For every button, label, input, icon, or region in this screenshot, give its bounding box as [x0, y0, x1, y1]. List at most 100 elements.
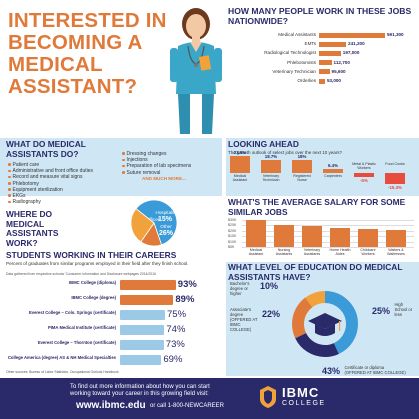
edu-certificate: 43% Certificate or diploma (OFFERED AT I…	[322, 364, 406, 376]
duty-item: Phlebotomy	[8, 181, 118, 187]
edu-bachelor: Bachelor's degree or higher 10%	[230, 281, 279, 296]
salary-section: WHAT'S THE AVERAGE SALARY FOR SOME SIMIL…	[228, 197, 416, 262]
career-value: 75%	[167, 309, 187, 320]
career-value: 73%	[165, 339, 185, 350]
careers-source: Data gathered from respective schools' C…	[6, 272, 156, 276]
ahead-label: Medical Assistant	[232, 174, 248, 182]
bullet-dot-icon	[8, 175, 11, 179]
footer-call[interactable]: or call 1-800-NEWCAREER	[150, 403, 225, 409]
career-bar	[120, 355, 162, 365]
bullet-dot-icon	[8, 182, 11, 185]
ahead-value: -5%	[360, 177, 368, 183]
ibmc-logo-icon	[258, 385, 278, 409]
pie-value: 26%	[159, 230, 174, 237]
jobs-row-bar	[319, 50, 341, 56]
duty-item: Dressing changes	[122, 151, 222, 157]
salary-label: Medical Assistant	[248, 248, 264, 256]
duty-text: Injections	[126, 157, 148, 164]
salary-label: Childcare Workers	[360, 248, 376, 256]
jobs-row-value: 95,600	[331, 68, 346, 74]
footer: To find out more information about how y…	[0, 378, 419, 419]
career-label: College America (degree) AS & NH Medical…	[7, 355, 116, 360]
education-ring	[292, 291, 358, 357]
duty-text: Equipment sterilization	[12, 186, 63, 193]
ahead-chart: 23.6% Medical Assistant 18.7% Veterinary Te…	[228, 150, 416, 195]
jobs-row-label: EMTs	[304, 41, 316, 47]
salary-tick: $10K	[228, 239, 237, 244]
salary-title: WHAT'S THE AVERAGE SALARY FOR SOME SIMIL…	[228, 197, 406, 217]
edu-associate: Associate's degree (OFFERED AT IBMC COLL…	[230, 307, 281, 332]
duty-item: Suture removal	[122, 170, 222, 176]
jobs-row-value: 112,700	[333, 59, 350, 65]
duty-text: Phlebotomy	[12, 180, 39, 187]
bullet-dot-icon	[8, 169, 11, 173]
salary-tick: $30K	[228, 218, 237, 222]
careers-sources: Other sources: Bureau of Labor Statistic…	[6, 370, 119, 374]
duty-text: Record and measure vital signs	[12, 174, 83, 181]
ahead-label: Veterinary Technician	[262, 174, 280, 182]
duty-item: Equipment sterilization	[8, 187, 118, 193]
jobs-row-value: 591,300	[387, 32, 404, 37]
duty-text: Administrative and front office duties	[12, 168, 94, 175]
ahead-bar	[385, 173, 405, 184]
salary-bar	[330, 228, 350, 247]
career-bar	[120, 310, 165, 320]
ahead-label: Metal & Plastic Workers	[352, 162, 376, 170]
bullet-dot-icon	[122, 158, 125, 162]
duty-text: Patient care	[12, 162, 40, 168]
footer-url-link[interactable]: www.ibmc.edu	[76, 400, 146, 411]
ahead-subtitle: The growth outlook of select jobs over t…	[228, 150, 343, 155]
salary-grid	[242, 236, 414, 238]
pie-slice	[135, 199, 178, 246]
salary-grid	[242, 247, 414, 248]
jobs-section: HOW MANY PEOPLE WORK IN THESE JOBS NATIO…	[228, 6, 414, 132]
salary-label: Nursing Assistants	[275, 248, 293, 256]
edu-highschool: 25% High School or less	[372, 302, 413, 318]
career-label: Everest College – Thornton (certificate)	[37, 340, 116, 345]
salary-grid	[242, 225, 414, 227]
jobs-row-label: Radiological Technologist	[264, 50, 316, 56]
where-section: WHERE DO MEDICAL ASSISTANTS WORK? Physic…	[0, 198, 222, 247]
duty-item: Record and measure vital signs	[8, 174, 118, 180]
duties-more: AND MUCH MORE...	[142, 176, 186, 181]
career-value: 69%	[163, 354, 183, 365]
ahead-bar	[354, 173, 374, 177]
career-value: 89%	[175, 294, 195, 305]
salary-label: Waiters & Waitresses	[387, 248, 405, 256]
jobs-row-label: Phlebotomists	[287, 59, 316, 65]
graduation-cap-icon	[306, 311, 344, 344]
salary-grid	[242, 230, 414, 232]
duties-content: WHAT DO MEDICAL ASSISTANTS DO? Patient c…	[6, 139, 222, 205]
ahead-bar	[292, 160, 312, 173]
salary-label: Veterinary Assistants	[303, 248, 321, 256]
jobs-row-bar	[319, 60, 332, 66]
salary-tick: $20K	[228, 228, 237, 233]
jobs-row-bar	[319, 78, 325, 84]
ahead-value: 6.4%	[327, 162, 338, 168]
pie-slice	[130, 208, 155, 243]
ahead-label: Carpenters	[324, 174, 342, 178]
duty-item: Radiography	[8, 199, 118, 205]
career-label: IBMC College (degree)	[71, 295, 116, 300]
bullet-dot-icon	[122, 152, 125, 155]
career-bar	[120, 295, 174, 305]
jobs-row-bar	[319, 41, 347, 47]
career-bar	[120, 325, 165, 335]
career-label: PIMA Medical Institute (certificate)	[47, 325, 116, 330]
education-title: WHAT LEVEL OF EDUCATION DO MEDICAL ASSIS…	[228, 262, 403, 282]
salary-bar	[358, 229, 378, 247]
ahead-bar	[261, 159, 281, 173]
pie-label: Hospitals	[156, 210, 176, 215]
duty-item: Preparation of lab specimens	[122, 163, 222, 169]
ahead-value: -15.3%	[388, 184, 402, 190]
duty-item: Injections	[122, 157, 222, 163]
jobs-row-value: 241,200	[348, 41, 365, 47]
jobs-row-label: Orderlies	[297, 78, 316, 83]
salary-chart: $30K $25K $20K $15K $10K $5K Medical Assistant…	[228, 218, 416, 262]
nurse-illustration	[170, 8, 222, 134]
jobs-title: HOW MANY PEOPLE WORK IN THESE JOBS NATIO…	[228, 6, 412, 26]
salary-bar	[386, 229, 406, 247]
ahead-value: 18.7%	[264, 153, 278, 159]
salary-bar	[246, 220, 266, 247]
duty-text: Suture removal	[126, 169, 161, 176]
